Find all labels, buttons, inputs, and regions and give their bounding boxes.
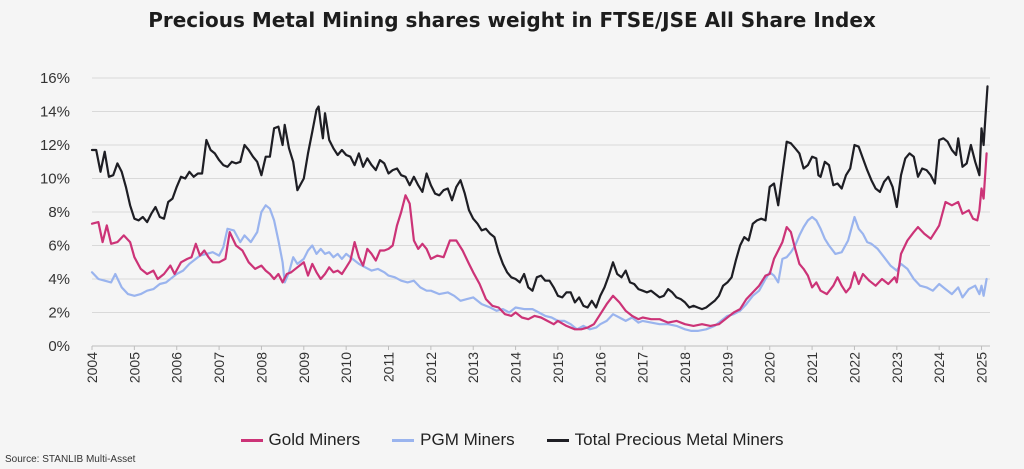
- x-tick-label: 2005: [126, 352, 142, 383]
- x-tick-label: 2012: [423, 352, 439, 383]
- y-tick-label: 14%: [40, 104, 70, 121]
- legend-label-gold: Gold Miners: [268, 430, 361, 449]
- y-tick-label: 16%: [40, 70, 70, 87]
- chart-title: Precious Metal Mining shares weight in F…: [148, 8, 876, 32]
- x-tick-label: 2024: [931, 352, 947, 383]
- x-tick-label: 2015: [550, 352, 566, 383]
- legend-swatch-total: [546, 438, 569, 442]
- y-tick-label: 6%: [48, 238, 70, 255]
- y-tick-label: 8%: [48, 204, 70, 221]
- x-tick-label: 2017: [635, 352, 651, 383]
- y-tick-label: 4%: [48, 271, 70, 288]
- legend-label-pgm: PGM Miners: [420, 430, 515, 449]
- x-tick-label: 2008: [253, 352, 269, 383]
- x-tick-label: 2009: [296, 352, 312, 383]
- x-tick-label: 2004: [84, 352, 100, 383]
- x-tick-label: 2021: [804, 352, 820, 383]
- x-tick-label: 2010: [338, 352, 354, 383]
- x-tick-label: 2007: [211, 352, 227, 383]
- x-tick-label: 2014: [508, 352, 524, 383]
- legend-item-total: Total Precious Metal Miners: [546, 430, 784, 450]
- x-tick-label: 2019: [719, 352, 735, 383]
- x-tick-label: 2022: [846, 352, 862, 383]
- y-tick-label: 0%: [48, 338, 70, 355]
- x-tick-label: 2018: [677, 352, 693, 383]
- legend-item-gold: Gold Miners: [240, 430, 361, 450]
- y-tick-label: 10%: [40, 171, 70, 188]
- x-tick-label: 2013: [465, 352, 481, 383]
- legend-swatch-pgm: [392, 438, 415, 442]
- y-tick-label: 12%: [40, 137, 70, 154]
- chart-legend: Gold Miners PGM Miners Total Precious Me…: [0, 430, 1024, 450]
- x-tick-label: 2025: [974, 352, 990, 383]
- legend-swatch-gold: [240, 438, 263, 442]
- x-tick-label: 2020: [762, 352, 778, 383]
- x-tick-label: 2006: [169, 352, 185, 383]
- line-chart: 0% 2% 4% 6% 8% 10% 12% 14% 16% 2004 2005 2006 2007 20…: [40, 70, 990, 383]
- x-tick-label: 2016: [592, 352, 608, 383]
- legend-label-total: Total Precious Metal Miners: [574, 430, 784, 449]
- legend-item-pgm: PGM Miners: [392, 430, 515, 450]
- y-tick-label: 2%: [48, 305, 70, 322]
- x-tick-label: 2023: [889, 352, 905, 383]
- series-line-gold: [90, 152, 988, 331]
- x-tick-label: 2011: [381, 352, 397, 382]
- source-note: Source: STANLIB Multi-Asset: [5, 454, 136, 465]
- series-line-total: [90, 85, 989, 311]
- series-line-pgm: [90, 204, 988, 332]
